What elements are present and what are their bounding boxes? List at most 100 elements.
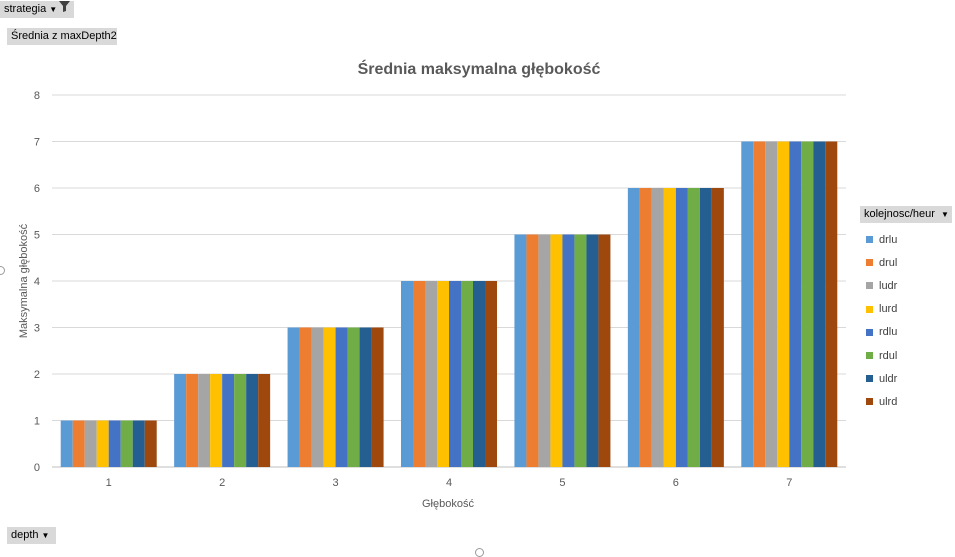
bar-drul-1[interactable] xyxy=(72,420,85,468)
bar-drlu-7[interactable] xyxy=(741,141,754,468)
bar-uldr-6[interactable] xyxy=(699,188,712,467)
bar-lurd-6[interactable] xyxy=(663,188,676,467)
bar-lurd-5[interactable] xyxy=(550,234,563,468)
legend-item-uldr[interactable]: uldr xyxy=(866,367,897,390)
bar-drlu-4[interactable] xyxy=(401,281,413,467)
bar-drul-5[interactable] xyxy=(526,234,539,468)
bars[interactable] xyxy=(60,141,838,468)
legend-swatch xyxy=(866,236,873,244)
legend-label: drlu xyxy=(879,233,898,246)
bar-lurd-4[interactable] xyxy=(437,281,449,467)
y-axis-label: Maksymalna głębokość xyxy=(18,223,30,338)
y-tick-label: 6 xyxy=(34,183,40,195)
legend-item-lurd[interactable]: lurd xyxy=(866,298,897,321)
y-tick-label: 8 xyxy=(34,90,40,102)
y-tick-label: 7 xyxy=(34,137,40,149)
bar-rdlu-3[interactable] xyxy=(335,327,348,468)
bar-lurd-7[interactable] xyxy=(777,141,790,468)
bar-ludr-1[interactable] xyxy=(84,420,97,468)
bar-ludr-5[interactable] xyxy=(538,234,551,468)
bar-rdul-7[interactable] xyxy=(801,141,814,468)
bar-drul-7[interactable] xyxy=(753,141,766,468)
bar-uldr-3[interactable] xyxy=(359,327,372,468)
bar-ulrd-3[interactable] xyxy=(371,327,384,468)
legend-item-drul[interactable]: drul xyxy=(866,251,897,274)
bar-rdlu-5[interactable] xyxy=(562,234,575,468)
bar-rdul-1[interactable] xyxy=(120,420,133,468)
dropdown-arrow-icon: ▼ xyxy=(49,5,58,14)
dropdown-arrow-icon: ▼ xyxy=(41,531,50,540)
dropdown-arrow-icon: ▼ xyxy=(940,210,949,219)
bar-rdul-6[interactable] xyxy=(687,188,700,467)
bar-drlu-5[interactable] xyxy=(514,234,527,468)
y-tick-label: 5 xyxy=(34,230,40,242)
bar-ludr-2[interactable] xyxy=(198,374,211,467)
bar-rdlu-4[interactable] xyxy=(449,281,461,467)
legend-swatch xyxy=(866,259,873,267)
x-tick-label: 4 xyxy=(446,477,452,489)
bar-uldr-1[interactable] xyxy=(132,420,145,468)
legend-label: ludr xyxy=(879,279,898,292)
bar-rdlu-6[interactable] xyxy=(675,188,688,467)
bar-rdul-4[interactable] xyxy=(461,281,473,467)
bar-ulrd-6[interactable] xyxy=(711,188,724,467)
bar-lurd-1[interactable] xyxy=(96,420,109,468)
legend-field-label: kolejnosc/heur xyxy=(864,208,935,220)
bar-uldr-7[interactable] xyxy=(813,141,826,468)
bar-drul-4[interactable] xyxy=(413,281,425,467)
bar-ludr-6[interactable] xyxy=(651,188,664,467)
bar-rdlu-2[interactable] xyxy=(222,374,235,467)
chart-title: Średnia maksymalna głębokość xyxy=(358,59,601,78)
bar-ludr-3[interactable] xyxy=(311,327,324,468)
legend-field-button[interactable]: kolejnosc/heur ▼ xyxy=(860,206,952,223)
bar-uldr-4[interactable] xyxy=(473,281,485,467)
bar-rdlu-7[interactable] xyxy=(789,141,802,468)
legend-label: drul xyxy=(879,256,898,269)
chart-legend: drlu drul ludr lurd rdlu rdul uldr ulrd xyxy=(866,228,897,414)
bar-drul-2[interactable] xyxy=(186,374,199,467)
bar-lurd-3[interactable] xyxy=(323,327,336,468)
bar-ulrd-1[interactable] xyxy=(144,420,157,468)
bar-ludr-4[interactable] xyxy=(425,281,437,467)
bar-rdlu-1[interactable] xyxy=(108,420,121,468)
y-axis-ticks: 0 1 2 3 4 5 6 7 8 xyxy=(34,90,40,474)
x-tick-label: 2 xyxy=(219,477,225,489)
depth-axis-field-button[interactable]: depth ▼ xyxy=(7,527,56,544)
bar-drlu-1[interactable] xyxy=(60,420,73,468)
bar-ulrd-7[interactable] xyxy=(825,141,838,468)
legend-label: rdul xyxy=(879,349,898,362)
y-tick-label: 1 xyxy=(34,416,40,428)
legend-item-rdlu[interactable]: rdlu xyxy=(866,321,897,344)
bar-ludr-7[interactable] xyxy=(765,141,778,468)
bar-uldr-2[interactable] xyxy=(246,374,259,467)
bar-drlu-6[interactable] xyxy=(627,188,640,467)
bar-drlu-2[interactable] xyxy=(174,374,187,467)
bar-ulrd-2[interactable] xyxy=(258,374,271,467)
depth-axis-field-label: depth xyxy=(11,529,39,541)
legend-item-ulrd[interactable]: ulrd xyxy=(866,390,897,413)
bar-rdul-3[interactable] xyxy=(347,327,360,468)
legend-item-ludr[interactable]: ludr xyxy=(866,274,897,297)
bar-rdul-2[interactable] xyxy=(234,374,247,467)
legend-item-rdul[interactable]: rdul xyxy=(866,344,897,367)
chart-resize-handle-left[interactable] xyxy=(0,266,5,275)
bar-ulrd-5[interactable] xyxy=(598,234,611,468)
legend-item-drlu[interactable]: drlu xyxy=(866,228,897,251)
legend-label: lurd xyxy=(879,303,898,316)
legend-swatch xyxy=(866,305,873,313)
legend-label: ulrd xyxy=(879,395,898,408)
bar-drul-3[interactable] xyxy=(299,327,312,468)
y-tick-label: 4 xyxy=(34,276,40,288)
bar-uldr-5[interactable] xyxy=(586,234,599,468)
value-field-button[interactable]: Średnia z maxDepth2 xyxy=(7,28,117,45)
bar-rdul-5[interactable] xyxy=(574,234,587,468)
x-tick-label: 3 xyxy=(333,477,339,489)
bar-ulrd-4[interactable] xyxy=(485,281,497,467)
bar-drlu-3[interactable] xyxy=(287,327,300,468)
x-axis-label: Głębokość xyxy=(422,498,474,510)
y-tick-label: 2 xyxy=(34,369,40,381)
value-field-label: Średnia z maxDepth2 xyxy=(11,30,117,42)
bar-drul-6[interactable] xyxy=(639,188,652,467)
bar-lurd-2[interactable] xyxy=(210,374,223,467)
strategia-filter-button[interactable]: strategia ▼ xyxy=(0,1,74,18)
